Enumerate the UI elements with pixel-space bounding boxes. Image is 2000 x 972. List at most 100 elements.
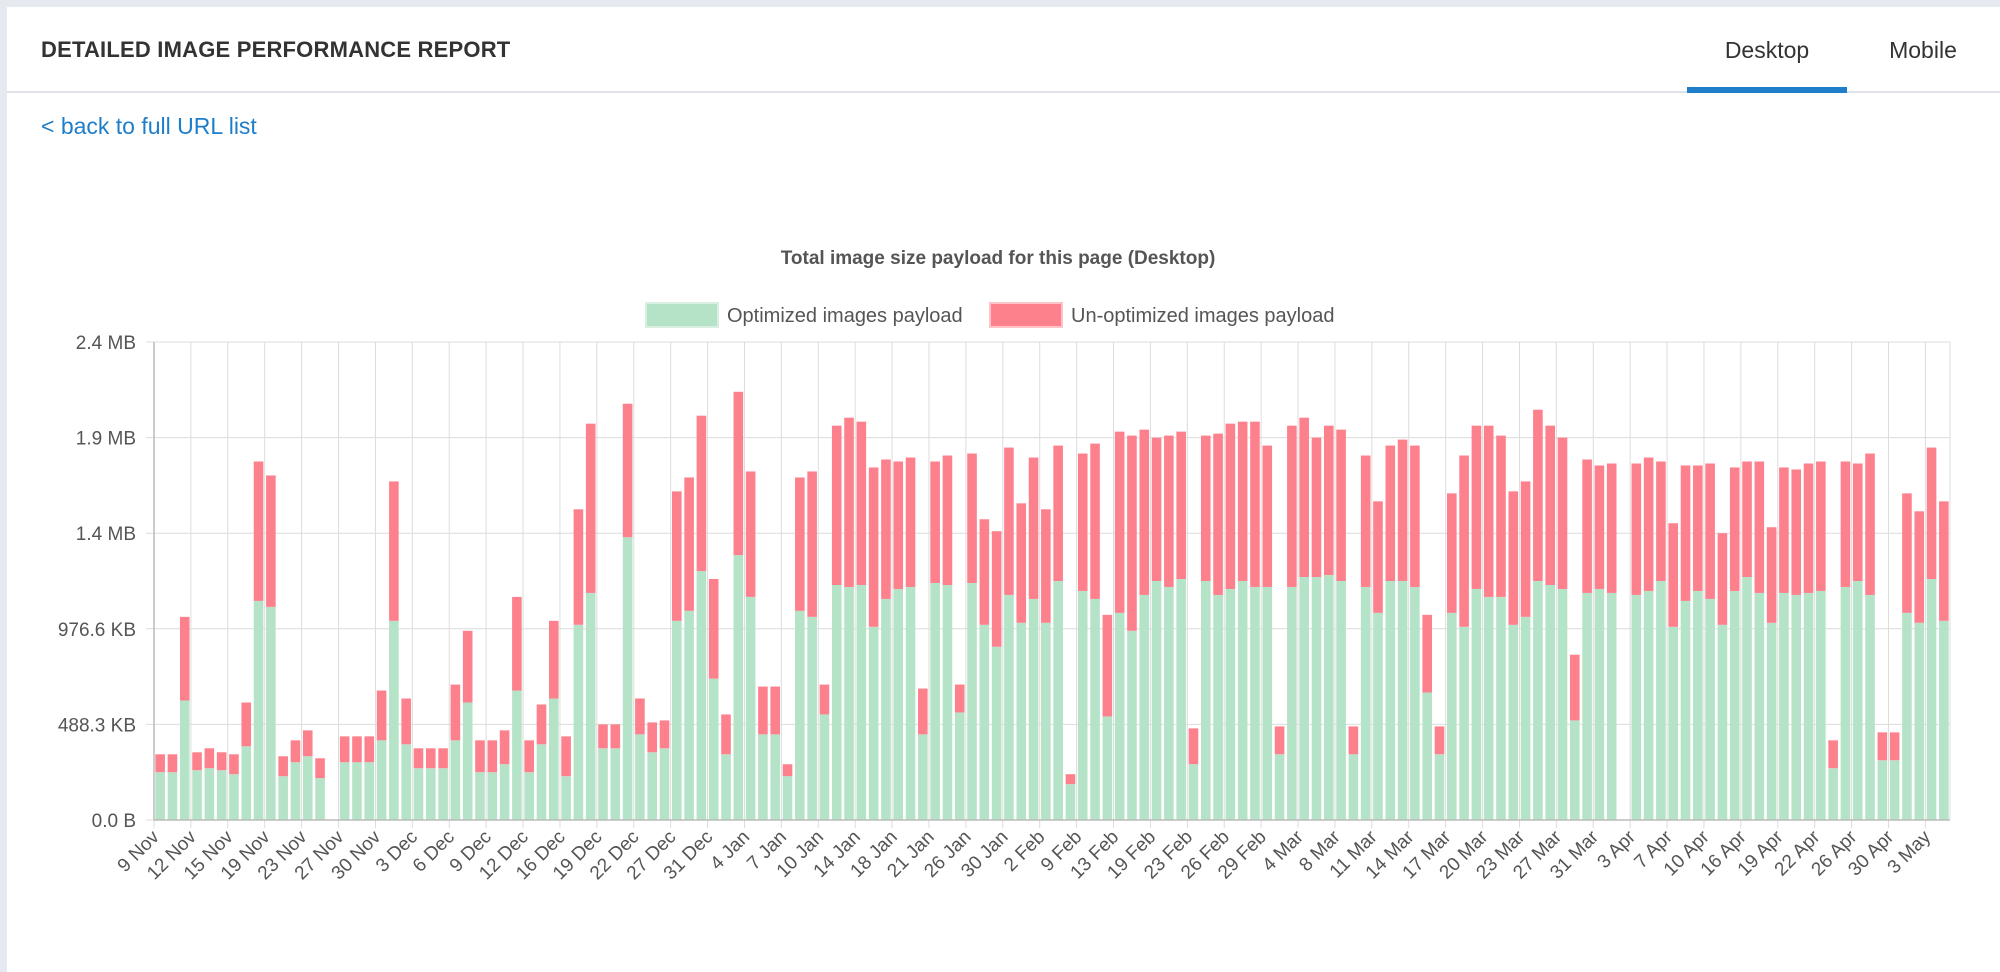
- bar-unoptimized[interactable]: [1816, 461, 1826, 591]
- bar-optimized[interactable]: [253, 600, 264, 820]
- bar-unoptimized[interactable]: [721, 714, 731, 755]
- bar-unoptimized[interactable]: [1729, 467, 1740, 591]
- bar-unoptimized[interactable]: [1766, 527, 1777, 623]
- bar-unoptimized[interactable]: [352, 736, 362, 763]
- bar-unoptimized[interactable]: [1791, 469, 1802, 595]
- bar-unoptimized[interactable]: [1311, 437, 1322, 578]
- bar-unoptimized[interactable]: [499, 730, 510, 765]
- bar-optimized[interactable]: [1041, 622, 1051, 820]
- bar-optimized[interactable]: [856, 584, 867, 820]
- bar-optimized[interactable]: [782, 776, 793, 820]
- bar-optimized[interactable]: [1717, 624, 1728, 820]
- bar-optimized[interactable]: [1828, 768, 1838, 820]
- bar-unoptimized[interactable]: [967, 453, 977, 583]
- bar-unoptimized[interactable]: [1139, 429, 1150, 595]
- bar-optimized[interactable]: [1693, 590, 1703, 820]
- bar-optimized[interactable]: [1127, 630, 1137, 820]
- bar-unoptimized[interactable]: [204, 748, 215, 769]
- bar-optimized[interactable]: [795, 610, 805, 820]
- bar-optimized[interactable]: [1459, 626, 1469, 820]
- bar-optimized[interactable]: [1397, 581, 1408, 820]
- bar-unoptimized[interactable]: [1496, 435, 1506, 597]
- bar-unoptimized[interactable]: [1446, 493, 1457, 613]
- bar-unoptimized[interactable]: [1053, 445, 1063, 581]
- bar-optimized[interactable]: [1274, 754, 1285, 820]
- bar-unoptimized[interactable]: [1299, 417, 1309, 578]
- bar-optimized[interactable]: [1434, 754, 1445, 820]
- bar-optimized[interactable]: [1656, 581, 1666, 820]
- bar-unoptimized[interactable]: [1213, 433, 1223, 595]
- bar-unoptimized[interactable]: [241, 702, 252, 747]
- legend-swatch-unoptimized[interactable]: [989, 302, 1063, 328]
- bar-unoptimized[interactable]: [216, 752, 227, 771]
- bar-optimized[interactable]: [585, 592, 596, 820]
- bar-unoptimized[interactable]: [672, 491, 682, 621]
- bar-optimized[interactable]: [450, 740, 461, 820]
- bar-unoptimized[interactable]: [524, 740, 534, 773]
- bar-optimized[interactable]: [1225, 588, 1236, 820]
- bar-unoptimized[interactable]: [1865, 453, 1875, 595]
- bar-unoptimized[interactable]: [1102, 614, 1113, 717]
- bar-unoptimized[interactable]: [1840, 461, 1851, 587]
- bar-unoptimized[interactable]: [1422, 614, 1432, 693]
- bar-optimized[interactable]: [610, 748, 621, 820]
- bar-optimized[interactable]: [1643, 590, 1654, 820]
- bar-optimized[interactable]: [475, 772, 485, 820]
- bar-optimized[interactable]: [758, 734, 768, 820]
- bar-optimized[interactable]: [1865, 594, 1875, 820]
- bar-unoptimized[interactable]: [1065, 774, 1076, 785]
- bar-optimized[interactable]: [1496, 596, 1506, 820]
- bar-optimized[interactable]: [573, 624, 584, 820]
- bar-unoptimized[interactable]: [1348, 726, 1359, 755]
- bar-optimized[interactable]: [1102, 716, 1113, 820]
- bar-optimized[interactable]: [1852, 581, 1863, 820]
- bar-optimized[interactable]: [1373, 612, 1383, 820]
- bar-optimized[interactable]: [918, 734, 928, 820]
- bar-unoptimized[interactable]: [450, 684, 461, 741]
- bar-optimized[interactable]: [1114, 612, 1125, 820]
- bar-optimized[interactable]: [1668, 626, 1679, 820]
- bar-optimized[interactable]: [1766, 622, 1777, 820]
- bar-optimized[interactable]: [1287, 586, 1297, 820]
- bar-optimized[interactable]: [1889, 760, 1900, 820]
- bar-optimized[interactable]: [930, 582, 940, 820]
- bar-optimized[interactable]: [266, 606, 276, 820]
- bar-unoptimized[interactable]: [475, 740, 485, 773]
- bar-unoptimized[interactable]: [1287, 425, 1297, 587]
- bar-unoptimized[interactable]: [1127, 435, 1137, 631]
- bar-optimized[interactable]: [598, 748, 608, 820]
- bar-unoptimized[interactable]: [622, 403, 633, 538]
- bar-unoptimized[interactable]: [278, 756, 288, 777]
- bar-optimized[interactable]: [487, 772, 498, 820]
- bar-optimized[interactable]: [241, 746, 252, 820]
- bar-optimized[interactable]: [819, 714, 830, 820]
- bar-unoptimized[interactable]: [389, 481, 399, 621]
- bar-optimized[interactable]: [647, 752, 658, 820]
- bar-unoptimized[interactable]: [339, 736, 350, 763]
- bar-optimized[interactable]: [524, 772, 534, 820]
- bar-optimized[interactable]: [1385, 581, 1396, 820]
- bar-unoptimized[interactable]: [1705, 463, 1715, 599]
- bar-unoptimized[interactable]: [561, 736, 571, 777]
- bar-optimized[interactable]: [1816, 590, 1826, 820]
- bar-unoptimized[interactable]: [1606, 463, 1617, 593]
- bar-unoptimized[interactable]: [1188, 728, 1199, 765]
- bar-optimized[interactable]: [1840, 586, 1851, 820]
- bar-optimized[interactable]: [659, 748, 670, 820]
- tab-desktop[interactable]: Desktop: [1724, 37, 1810, 63]
- bar-optimized[interactable]: [1520, 616, 1531, 820]
- bar-optimized[interactable]: [155, 772, 165, 820]
- bar-unoptimized[interactable]: [696, 415, 707, 572]
- bar-unoptimized[interactable]: [1902, 493, 1912, 613]
- bar-optimized[interactable]: [991, 646, 1002, 820]
- bar-unoptimized[interactable]: [819, 684, 830, 715]
- bar-optimized[interactable]: [1926, 579, 1937, 820]
- bar-unoptimized[interactable]: [438, 748, 448, 769]
- bar-unoptimized[interactable]: [266, 475, 276, 607]
- bar-unoptimized[interactable]: [1483, 425, 1494, 597]
- bar-unoptimized[interactable]: [1151, 437, 1162, 581]
- bar-unoptimized[interactable]: [1668, 523, 1679, 627]
- bar-unoptimized[interactable]: [942, 455, 953, 585]
- bar-optimized[interactable]: [1446, 612, 1457, 820]
- bar-optimized[interactable]: [1360, 586, 1371, 820]
